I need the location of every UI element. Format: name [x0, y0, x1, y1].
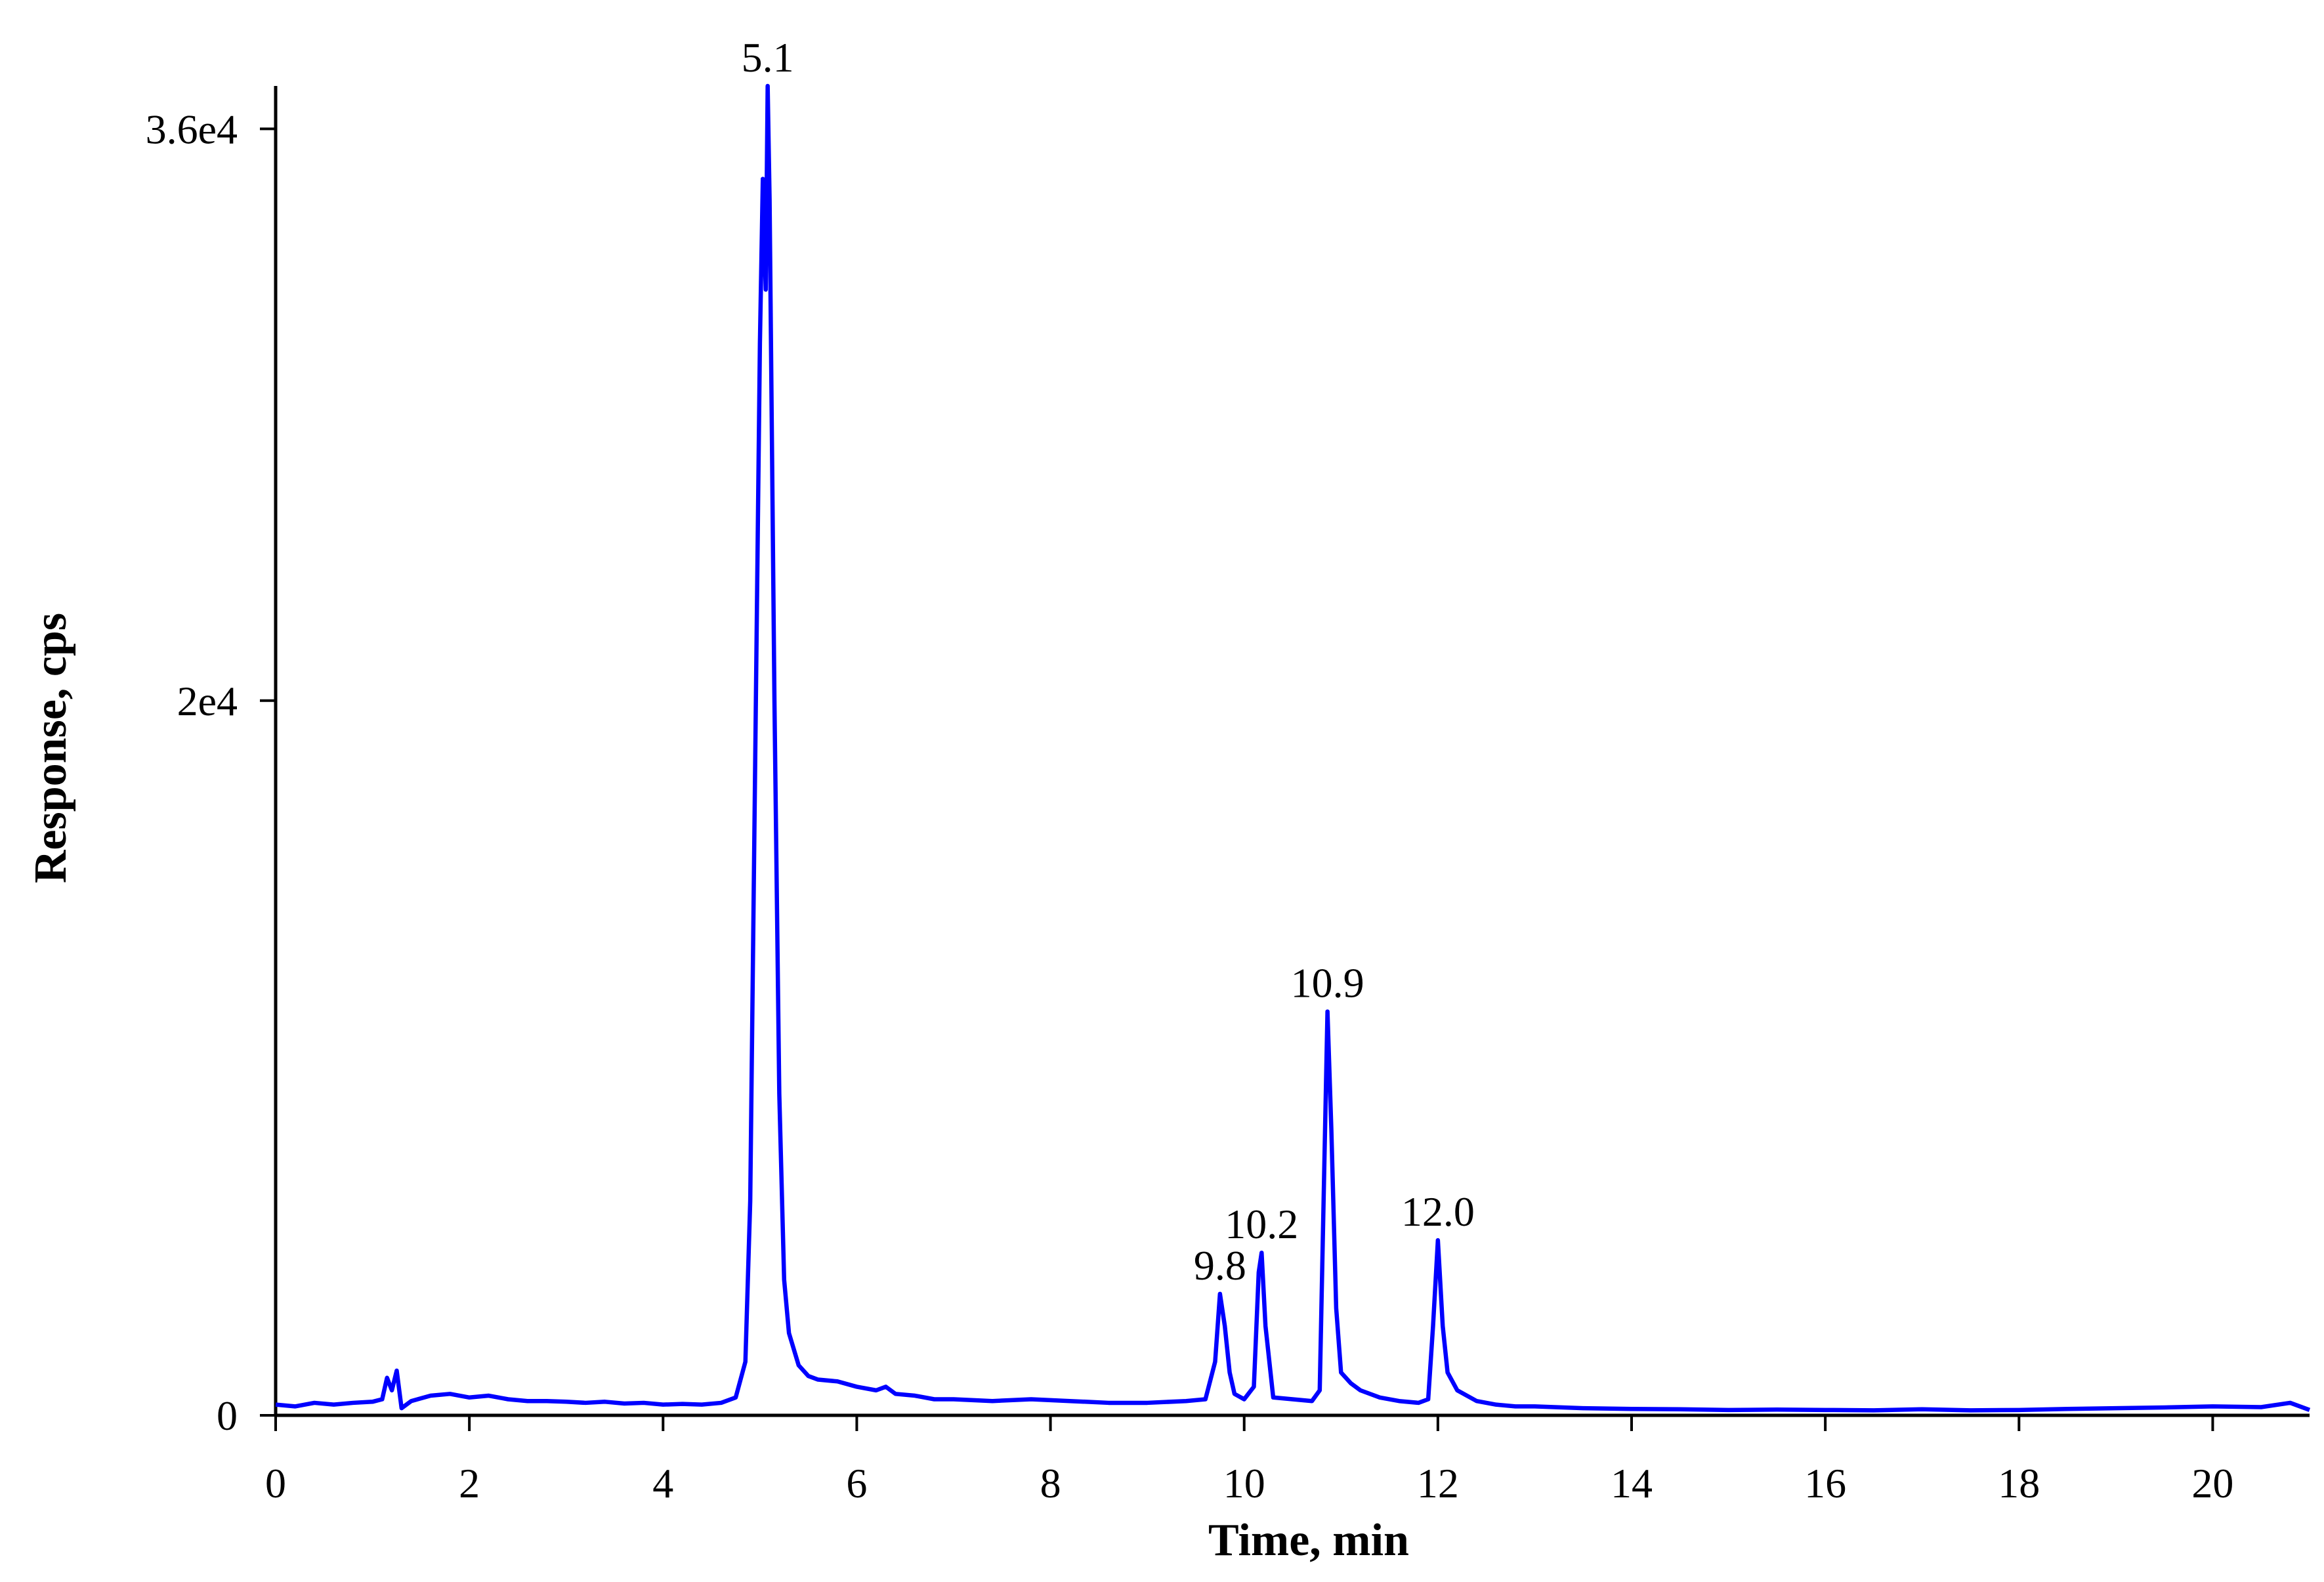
x-tick-label: 18	[1998, 1460, 2040, 1507]
x-tick-label: 16	[1804, 1460, 1846, 1507]
peak-label: 5.1	[742, 34, 794, 81]
x-axis-label: Time, min	[1208, 1515, 1409, 1566]
peak-label: 10.9	[1291, 960, 1364, 1007]
x-tick-label: 6	[846, 1460, 867, 1507]
x-tick-label: 8	[1040, 1460, 1061, 1507]
x-tick-label: 12	[1417, 1460, 1459, 1507]
peak-label: 10.2	[1225, 1201, 1298, 1247]
x-tick-label: 20	[2191, 1460, 2233, 1507]
y-tick-label: 0	[217, 1392, 238, 1439]
y-tick-label: 2e4	[177, 678, 238, 724]
y-axis-label: Response, cps	[26, 613, 76, 883]
x-tick-label: 0	[265, 1460, 286, 1507]
chromatogram-line	[275, 83, 2311, 1413]
peak-label: 12.0	[1401, 1188, 1475, 1235]
x-tick-label: 2	[459, 1460, 480, 1507]
x-tick-label: 10	[1223, 1460, 1265, 1507]
y-tick-label: 3.6e4	[146, 106, 238, 152]
x-tick-label: 4	[652, 1460, 673, 1507]
x-tick-label: 14	[1611, 1460, 1653, 1507]
peak-label: 9.8	[1194, 1242, 1246, 1289]
